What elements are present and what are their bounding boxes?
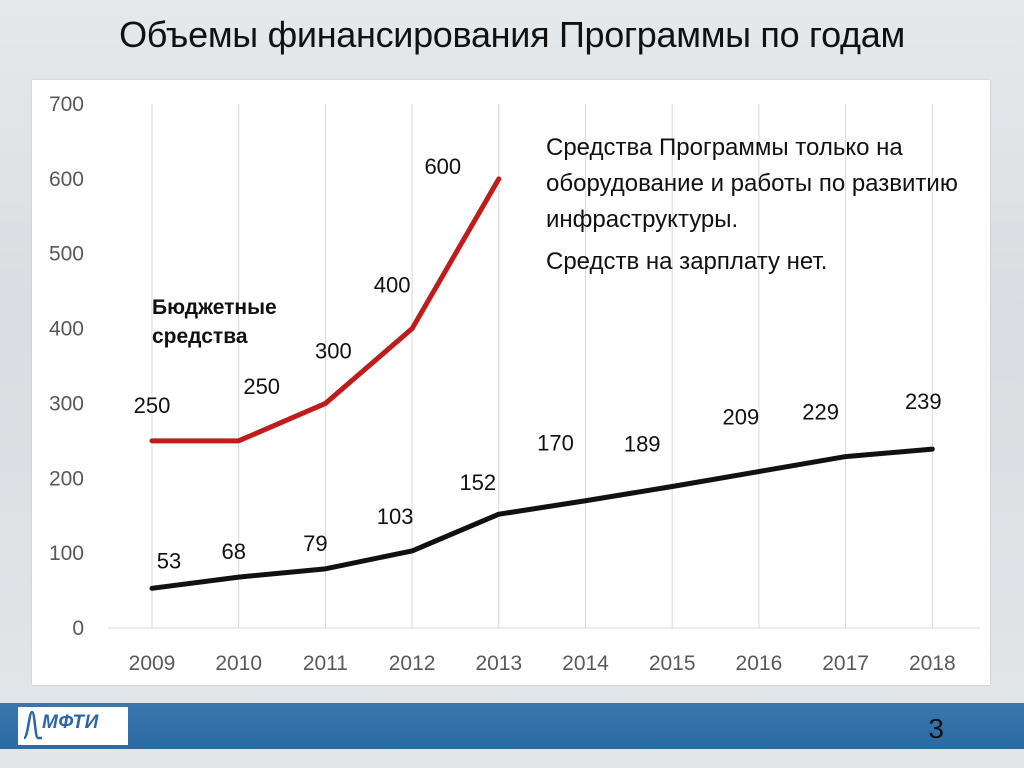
data-label-budget-2011: 300	[315, 338, 352, 363]
x-tick-label-2014: 2014	[562, 652, 609, 675]
annotation-line-1: Средства Программы только на оборудовани…	[546, 134, 958, 233]
y-tick-label-400: 400	[49, 318, 84, 341]
slide-title: Объемы финансирования Программы по годам	[119, 14, 905, 55]
annotation-line-2: Средств на зарплату нет.	[546, 248, 828, 275]
y-tick-label-100: 100	[49, 542, 84, 565]
budget-series-label: Бюджетные средства	[152, 296, 277, 348]
logo-wave-icon	[22, 710, 42, 740]
logo-text: МФТИ	[42, 712, 99, 733]
data-label-budget-2013: 600	[424, 154, 461, 179]
x-tick-label-2012: 2012	[389, 652, 436, 675]
data-label-program-2013: 152	[459, 470, 496, 495]
x-tick-label-2010: 2010	[215, 652, 262, 675]
y-tick-label-600: 600	[49, 168, 84, 191]
footer-bar	[0, 703, 1024, 749]
x-tick-label-2018: 2018	[909, 652, 956, 675]
y-tick-label-700: 700	[49, 93, 84, 116]
x-tick-label-2013: 2013	[475, 652, 522, 675]
y-tick-label-200: 200	[49, 467, 84, 490]
data-label-program-2014: 170	[537, 431, 574, 456]
series-line-program	[149, 446, 935, 591]
data-label-program-2011: 79	[303, 531, 327, 556]
data-label-program-2015: 189	[624, 432, 661, 457]
chart-annotation: Средства Программы только на оборудовани…	[546, 130, 996, 286]
data-label-program-2010: 68	[221, 539, 245, 564]
line-chart: 0 100 200 300 400 500 600 700 2009 2010 2011 2012 20…	[49, 93, 980, 675]
y-tick-label-500: 500	[49, 243, 84, 266]
data-label-program-2018: 239	[905, 389, 942, 414]
data-label-budget-2012: 400	[374, 273, 411, 298]
chart-panel: 0 100 200 300 400 500 600 700 2009 2010 2011 2012 20…	[32, 80, 990, 685]
data-label-budget-2010: 250	[243, 374, 280, 399]
page-number: 3	[928, 713, 944, 744]
x-tick-label-2015: 2015	[649, 652, 696, 675]
data-label-program-2017: 229	[802, 400, 839, 425]
x-tick-label-2011: 2011	[303, 652, 348, 675]
x-tick-label-2017: 2017	[822, 652, 869, 675]
x-tick-label-2009: 2009	[129, 652, 176, 675]
y-tick-label-0: 0	[72, 617, 84, 640]
data-label-program-2009: 53	[157, 548, 181, 573]
data-label-program-2016: 209	[723, 405, 760, 430]
series-line-budget	[149, 176, 502, 444]
data-label-budget-2009: 250	[134, 393, 171, 418]
y-tick-label-300: 300	[49, 392, 84, 415]
data-label-program-2012: 103	[377, 504, 414, 529]
x-tick-label-2016: 2016	[736, 652, 783, 675]
